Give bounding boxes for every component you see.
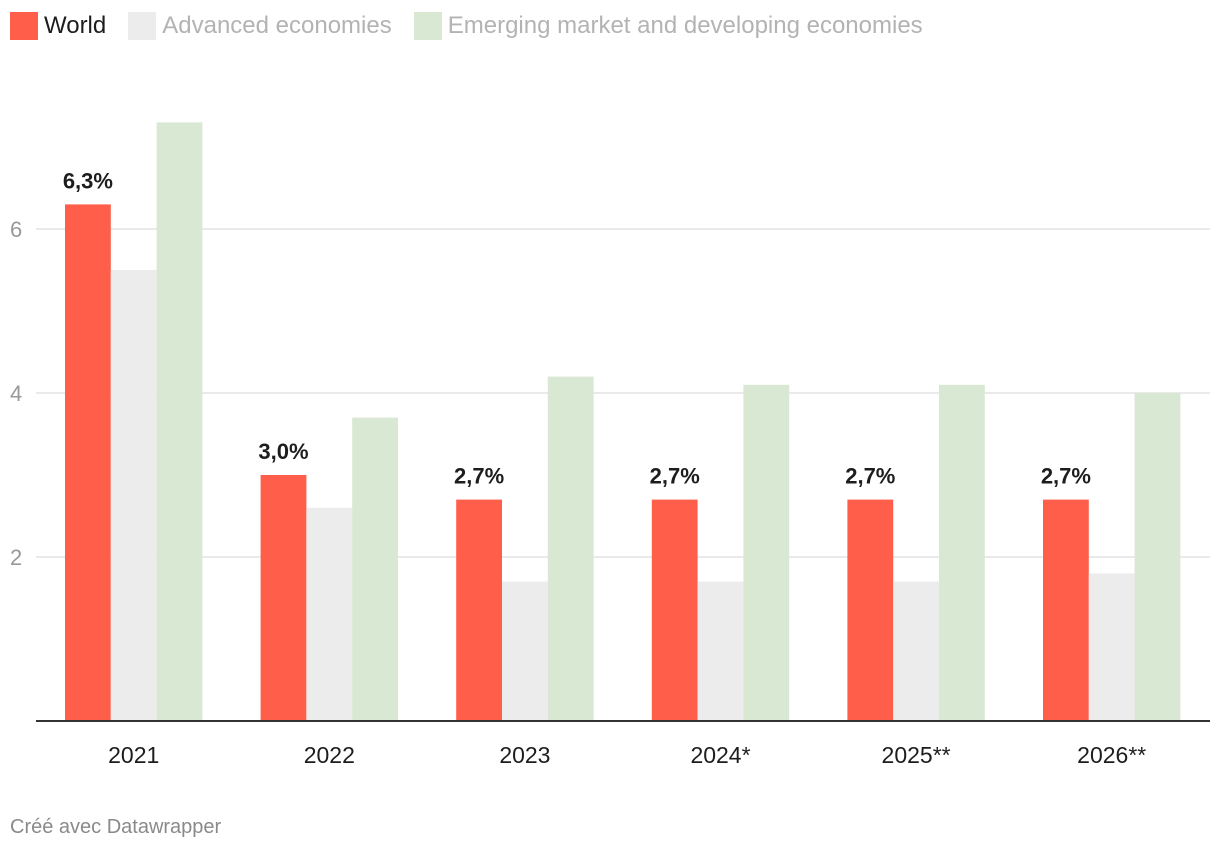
- legend-item-1[interactable]: Advanced economies: [128, 12, 392, 40]
- legend-item-0[interactable]: World: [10, 12, 106, 40]
- bar-advanced-economies-4: [893, 581, 939, 721]
- bar-world-1: [260, 475, 307, 721]
- legend-swatch: [128, 12, 157, 40]
- x-tick-label: 2023: [499, 742, 550, 768]
- legend-item-2[interactable]: Emerging market and developing economies: [413, 12, 923, 40]
- bar-advanced-economies-5: [1088, 573, 1135, 721]
- y-tick-label: 4: [10, 381, 22, 406]
- legend-label: Emerging market and developing economies: [447, 12, 923, 39]
- bar-world-4: [847, 499, 894, 721]
- data-label-world: 2,7%: [845, 464, 895, 489]
- x-tick-label: 2026**: [1077, 742, 1146, 768]
- legend-swatch: [10, 12, 38, 40]
- x-tick-label: 2024*: [690, 742, 750, 768]
- bar-world-5: [1043, 499, 1089, 721]
- bar-emerging-market-and-developing-economies-4: [939, 384, 985, 721]
- data-label-world: 2,7%: [454, 464, 504, 489]
- data-label-world: 6,3%: [63, 168, 113, 193]
- x-tick-label: 2025**: [882, 742, 951, 768]
- gridlines: [36, 228, 1210, 558]
- bar-world-0: [65, 204, 111, 721]
- bar-emerging-market-and-developing-economies-1: [352, 417, 398, 721]
- legend-label: Advanced economies: [162, 12, 392, 39]
- chart-legend: World Advanced economies Emerging market a…: [10, 10, 945, 42]
- x-tick-label: 2022: [304, 742, 355, 768]
- bar-advanced-economies-2: [502, 581, 548, 721]
- bar-advanced-economies-0: [110, 270, 157, 721]
- bar-emerging-market-and-developing-economies-3: [743, 384, 790, 721]
- legend-swatch: [413, 12, 442, 40]
- bar-emerging-market-and-developing-economies-2: [547, 376, 594, 721]
- labels: 2 4 6 2021 6,3% 2022 3,0% 2023 2,7% 2024* 2,7% 2025…: [10, 168, 1146, 768]
- bar-emerging-market-and-developing-economies-0: [156, 122, 203, 721]
- footer-credit: Créé avec Datawrapper: [10, 816, 222, 838]
- bar-advanced-economies-3: [697, 581, 744, 721]
- x-tick-label: 2021: [108, 742, 159, 768]
- legend-label: World: [44, 12, 107, 39]
- data-label-world: 2,7%: [1041, 464, 1091, 489]
- y-tick-label: 2: [10, 545, 22, 570]
- y-tick-label: 6: [10, 217, 22, 242]
- bars: [65, 122, 1181, 721]
- bar-world-2: [456, 499, 502, 721]
- bar-chart: 2 4 6 2021 6,3% 2022 3,0% 2023 2,7% 2024* 2,7% 2025…: [10, 122, 1210, 768]
- bar-emerging-market-and-developing-economies-5: [1134, 393, 1181, 721]
- bar-world-3: [651, 499, 698, 721]
- bar-advanced-economies-1: [306, 507, 353, 721]
- data-label-world: 3,0%: [258, 439, 308, 464]
- data-label-world: 2,7%: [650, 464, 700, 489]
